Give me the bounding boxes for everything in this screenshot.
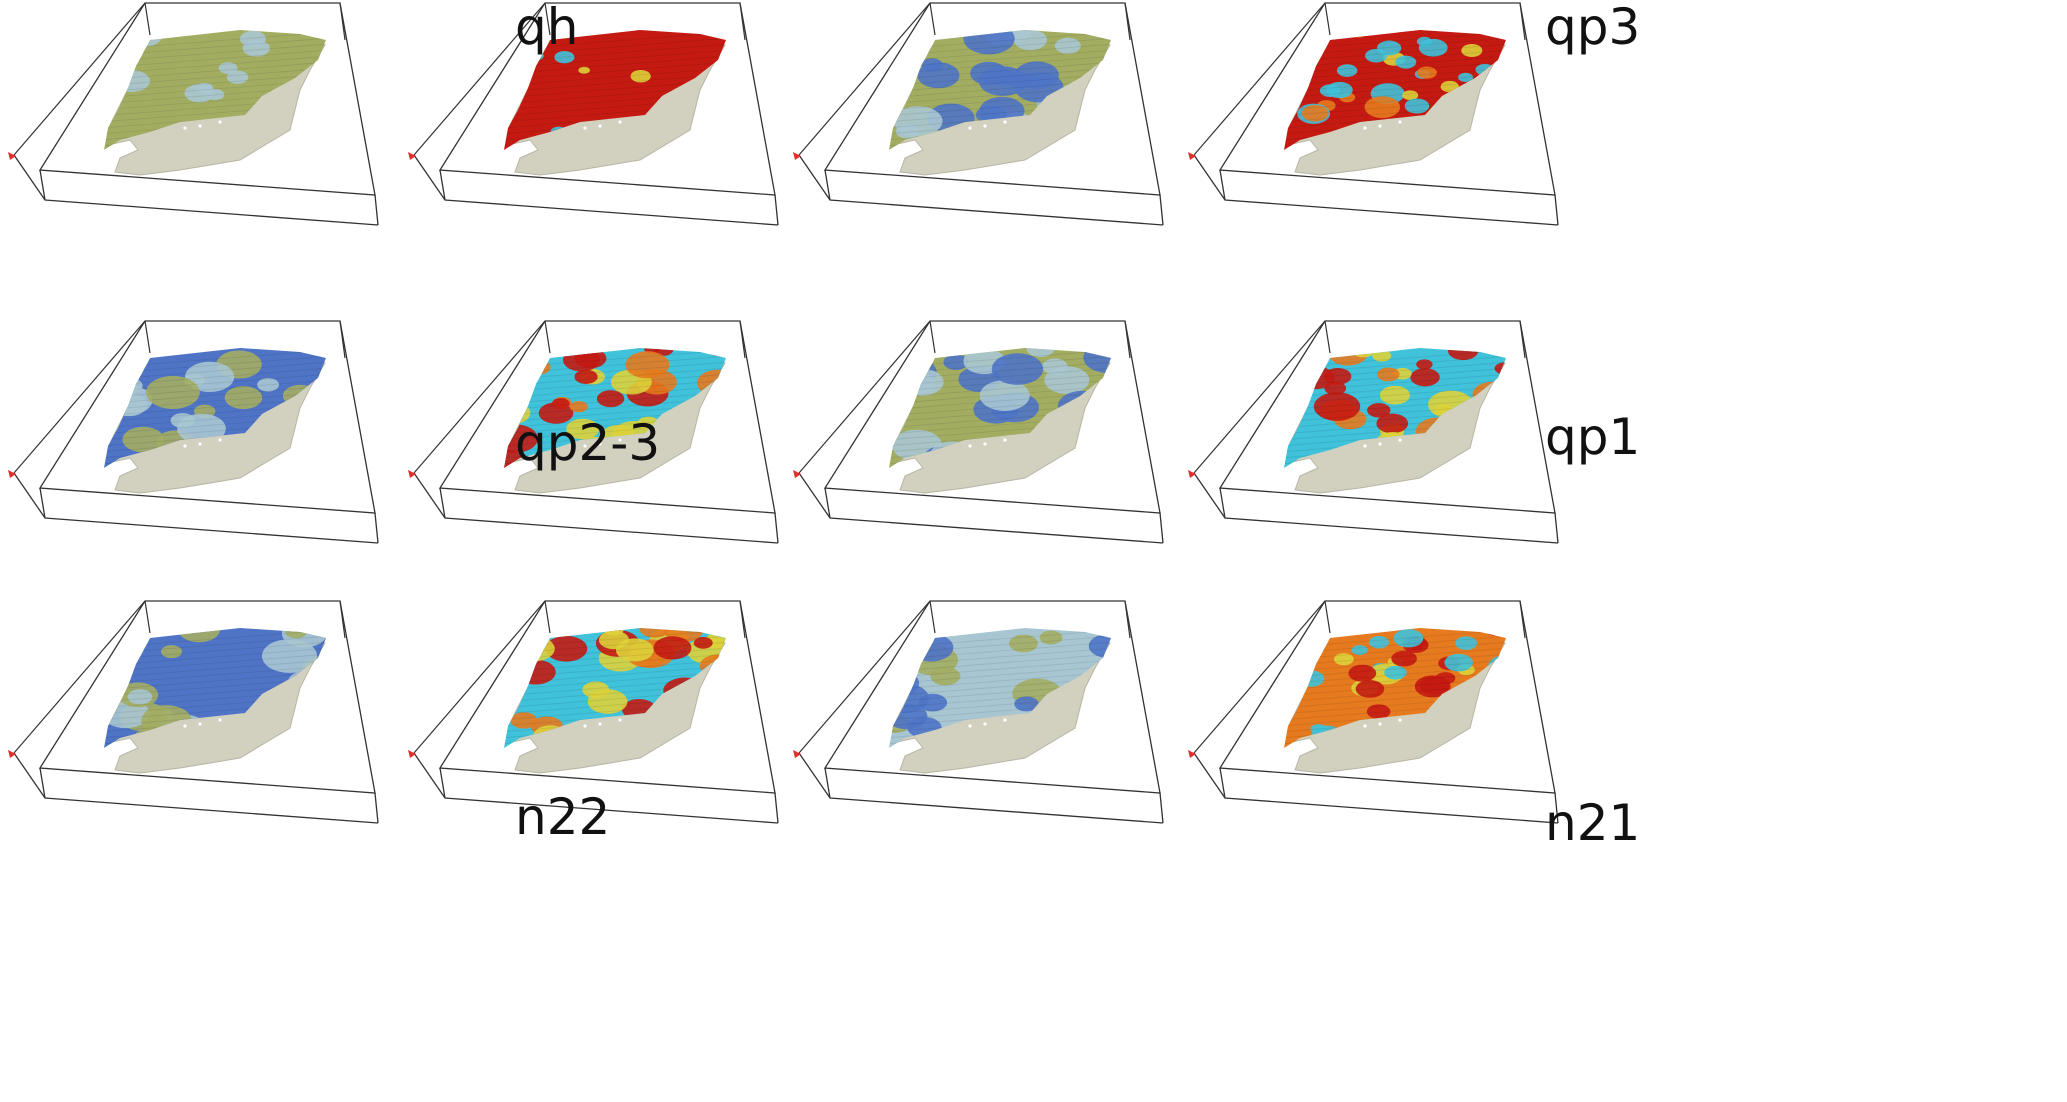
model-frame-bottom: [13, 752, 379, 824]
axis-marker-icon: [793, 470, 801, 478]
axis-marker-icon: [408, 750, 416, 758]
lithology-panel-n22: [8, 600, 379, 824]
property-panel-n22: [408, 600, 779, 824]
model-frame-bottom: [413, 472, 779, 544]
axis-marker-icon: [8, 152, 16, 160]
axis-marker-icon: [408, 470, 416, 478]
lithology-panel-qh: [8, 2, 379, 226]
property-panel-qp2-3: [408, 320, 779, 544]
model-frame-bottom: [798, 472, 1164, 544]
lithology-panel-qp1: [793, 320, 1164, 544]
layer-label-qp1: qp1: [1545, 408, 1641, 466]
layer-label-qp3: qp3: [1545, 0, 1641, 56]
axis-marker-icon: [1188, 750, 1196, 758]
model-frame-bottom: [413, 154, 779, 226]
axis-marker-icon: [1188, 152, 1196, 160]
model-frame-bottom: [1193, 472, 1559, 544]
model-frame-bottom: [798, 154, 1164, 226]
layer-label-n22: n22: [515, 788, 611, 846]
axis-marker-icon: [8, 470, 16, 478]
axis-marker-icon: [408, 152, 416, 160]
model-frame-bottom: [13, 472, 379, 544]
property-panel-n21: [1188, 600, 1559, 824]
lithology-panel-n21: [793, 600, 1164, 824]
property-panel-qp1: [1188, 320, 1559, 544]
axis-marker-icon: [793, 750, 801, 758]
property-panel-qp3: [1188, 2, 1559, 226]
axis-marker-icon: [793, 152, 801, 160]
model-frame-bottom: [798, 752, 1164, 824]
property-panel-qh: [408, 2, 779, 226]
model-frame-bottom: [13, 154, 379, 226]
model-frame-bottom: [1193, 752, 1559, 824]
axis-marker-icon: [8, 750, 16, 758]
model-frame-bottom: [413, 752, 779, 824]
lithology-panel-qp3: [793, 2, 1164, 226]
model-frame-bottom: [1193, 154, 1559, 226]
lithology-panel-qp2-3: [8, 320, 379, 544]
layer-label-n21: n21: [1545, 794, 1641, 852]
axis-marker-icon: [1188, 470, 1196, 478]
layer-label-qp2-3: qp2-3: [515, 414, 661, 472]
layer-label-qh: qh: [515, 0, 579, 56]
